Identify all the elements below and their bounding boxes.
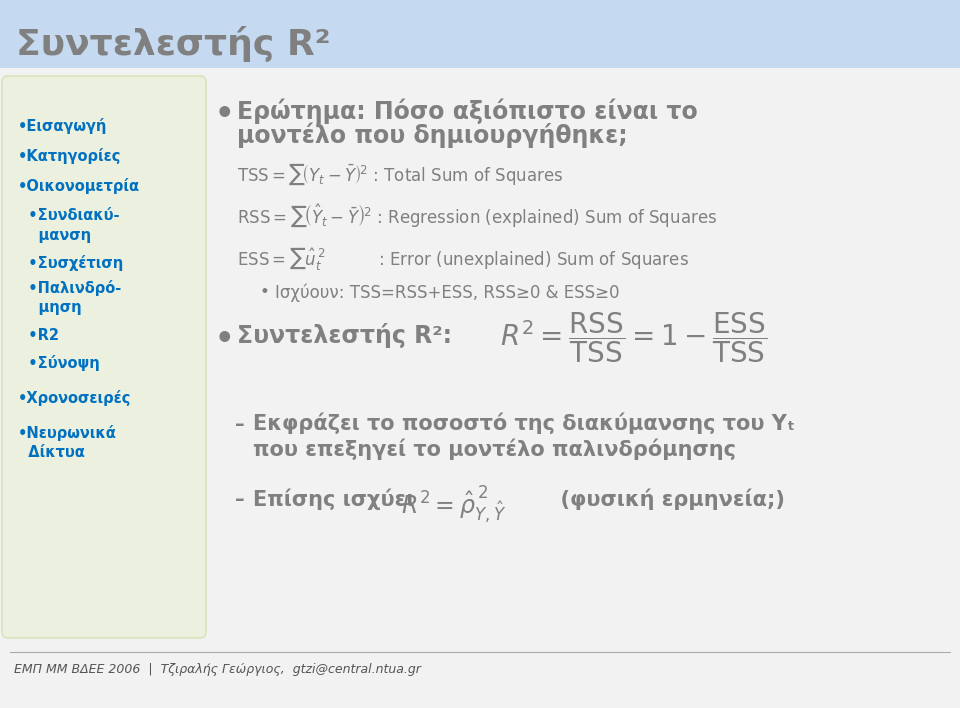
Text: Δίκτυα: Δίκτυα — [18, 445, 84, 460]
Text: μοντέλο που δημιουργήθηκε;: μοντέλο που δημιουργήθηκε; — [237, 123, 628, 149]
Text: Εκφράζει το ποσοστό της διακύμανσης του Yₜ: Εκφράζει το ποσοστό της διακύμανσης του … — [253, 413, 795, 435]
Text: •Εισαγωγή: •Εισαγωγή — [18, 118, 108, 134]
Text: •: • — [215, 100, 234, 129]
Text: Συντελεστής R²: Συντελεστής R² — [16, 26, 330, 62]
Text: •: • — [215, 325, 234, 354]
Text: •R2: •R2 — [18, 328, 59, 343]
Text: •Συσχέτιση: •Συσχέτιση — [18, 255, 123, 271]
Text: Επίσης ισχύει: Επίσης ισχύει — [253, 488, 415, 510]
Text: –: – — [235, 415, 245, 434]
Text: •Σύνοψη: •Σύνοψη — [18, 355, 100, 371]
Text: (φυσική ερμηνεία;): (φυσική ερμηνεία;) — [546, 488, 785, 510]
Text: που επεξηγεί το μοντέλο παλινδρόμησης: που επεξηγεί το μοντέλο παλινδρόμησης — [253, 438, 736, 459]
Text: •Νευρωνικά: •Νευρωνικά — [18, 425, 117, 441]
Text: •: • — [260, 283, 270, 301]
Text: $\mathrm{ESS} = \sum\hat{u}_t^{\,2}$          : Error (unexplained) Sum of Squar: $\mathrm{ESS} = \sum\hat{u}_t^{\,2}$ : E… — [237, 245, 689, 272]
Text: Ισχύουν: TSS=RSS+ESS, RSS≥0 & ESS≥0: Ισχύουν: TSS=RSS+ESS, RSS≥0 & ESS≥0 — [275, 283, 619, 302]
Text: Συντελεστής R²:: Συντελεστής R²: — [237, 323, 452, 348]
Text: $\mathrm{TSS} = \sum\!\left(Y_t - \bar{Y}\right)^{\!2}$ : Total Sum of Squares: $\mathrm{TSS} = \sum\!\left(Y_t - \bar{Y… — [237, 162, 564, 188]
Text: •Χρονοσειρές: •Χρονοσειρές — [18, 390, 132, 406]
Text: μανση: μανση — [18, 228, 91, 243]
Text: $\mathrm{RSS} = \sum\!\left(\hat{Y}_t - \bar{Y}\right)^{\!2}$ : Regression (expl: $\mathrm{RSS} = \sum\!\left(\hat{Y}_t - … — [237, 202, 717, 229]
Text: $R^2 = \dfrac{\mathrm{RSS}}{\mathrm{TSS}} = 1 - \dfrac{\mathrm{ESS}}{\mathrm{TSS: $R^2 = \dfrac{\mathrm{RSS}}{\mathrm{TSS}… — [500, 310, 767, 365]
Text: μηση: μηση — [18, 300, 82, 315]
Text: ΕΜΠ ΜΜ ΒΔΕΕ 2006  |  Τζιραλής Γεώργιος,  gtzi@central.ntua.gr: ΕΜΠ ΜΜ ΒΔΕΕ 2006 | Τζιραλής Γεώργιος, gt… — [14, 663, 420, 676]
Text: •Συνδιακύ-: •Συνδιακύ- — [18, 208, 119, 223]
Text: –: – — [235, 490, 245, 509]
Text: •Οικονομετρία: •Οικονομετρία — [18, 178, 140, 194]
Text: •Παλινδρό-: •Παλινδρό- — [18, 280, 121, 296]
Text: $R^2 = \hat{\rho}^{\,2}_{Y,\hat{Y}}$: $R^2 = \hat{\rho}^{\,2}_{Y,\hat{Y}}$ — [401, 484, 506, 525]
Text: •Κατηγορίες: •Κατηγορίες — [18, 148, 121, 164]
Text: Ερώτημα: Πόσο αξιόπιστο είναι το: Ερώτημα: Πόσο αξιόπιστο είναι το — [237, 98, 698, 123]
Bar — [0, 0, 960, 68]
FancyBboxPatch shape — [2, 76, 206, 638]
